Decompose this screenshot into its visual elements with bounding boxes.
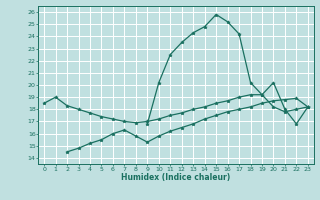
X-axis label: Humidex (Indice chaleur): Humidex (Indice chaleur) [121, 173, 231, 182]
